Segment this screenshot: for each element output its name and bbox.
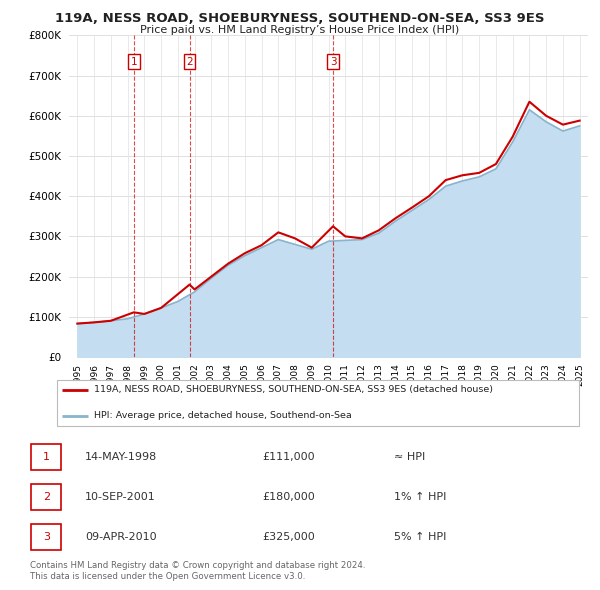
Text: 2: 2 xyxy=(186,57,193,67)
FancyBboxPatch shape xyxy=(31,444,61,470)
FancyBboxPatch shape xyxy=(31,484,61,510)
Text: 1: 1 xyxy=(43,452,50,462)
Text: £111,000: £111,000 xyxy=(262,452,314,462)
Text: £325,000: £325,000 xyxy=(262,532,314,542)
Text: 5% ↑ HPI: 5% ↑ HPI xyxy=(394,532,446,542)
Text: 3: 3 xyxy=(330,57,337,67)
Text: 09-APR-2010: 09-APR-2010 xyxy=(85,532,157,542)
FancyBboxPatch shape xyxy=(31,525,61,550)
Text: HPI: Average price, detached house, Southend-on-Sea: HPI: Average price, detached house, Sout… xyxy=(94,411,352,420)
Text: This data is licensed under the Open Government Licence v3.0.: This data is licensed under the Open Gov… xyxy=(30,572,305,581)
Text: ≈ HPI: ≈ HPI xyxy=(394,452,425,462)
Text: £180,000: £180,000 xyxy=(262,492,314,502)
FancyBboxPatch shape xyxy=(56,379,580,426)
Text: 14-MAY-1998: 14-MAY-1998 xyxy=(85,452,157,462)
Text: Price paid vs. HM Land Registry’s House Price Index (HPI): Price paid vs. HM Land Registry’s House … xyxy=(140,25,460,35)
Text: 1% ↑ HPI: 1% ↑ HPI xyxy=(394,492,446,502)
Text: 1: 1 xyxy=(130,57,137,67)
Text: 10-SEP-2001: 10-SEP-2001 xyxy=(85,492,156,502)
Text: Contains HM Land Registry data © Crown copyright and database right 2024.: Contains HM Land Registry data © Crown c… xyxy=(30,560,365,569)
Text: 3: 3 xyxy=(43,532,50,542)
Text: 2: 2 xyxy=(43,492,50,502)
Text: 119A, NESS ROAD, SHOEBURYNESS, SOUTHEND-ON-SEA, SS3 9ES: 119A, NESS ROAD, SHOEBURYNESS, SOUTHEND-… xyxy=(55,12,545,25)
Text: 119A, NESS ROAD, SHOEBURYNESS, SOUTHEND-ON-SEA, SS3 9ES (detached house): 119A, NESS ROAD, SHOEBURYNESS, SOUTHEND-… xyxy=(94,385,493,394)
